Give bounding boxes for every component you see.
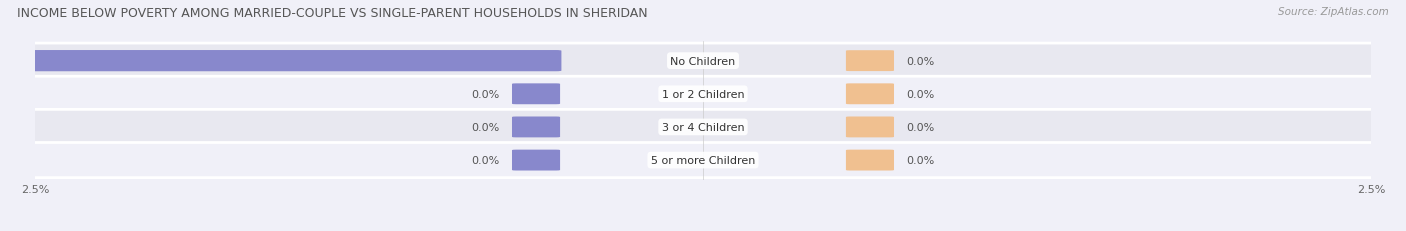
- Text: 0.0%: 0.0%: [905, 89, 934, 99]
- Text: 5 or more Children: 5 or more Children: [651, 155, 755, 165]
- FancyBboxPatch shape: [27, 77, 1379, 112]
- Text: INCOME BELOW POVERTY AMONG MARRIED-COUPLE VS SINGLE-PARENT HOUSEHOLDS IN SHERIDA: INCOME BELOW POVERTY AMONG MARRIED-COUPL…: [17, 7, 648, 20]
- FancyBboxPatch shape: [512, 84, 560, 105]
- Text: 0.0%: 0.0%: [472, 89, 501, 99]
- FancyBboxPatch shape: [846, 150, 894, 171]
- Text: 0.0%: 0.0%: [472, 122, 501, 132]
- FancyBboxPatch shape: [27, 44, 1379, 79]
- FancyBboxPatch shape: [512, 150, 560, 171]
- FancyBboxPatch shape: [0, 51, 561, 72]
- FancyBboxPatch shape: [846, 84, 894, 105]
- Text: 0.0%: 0.0%: [472, 155, 501, 165]
- FancyBboxPatch shape: [512, 117, 560, 138]
- Text: 0.0%: 0.0%: [905, 56, 934, 66]
- Text: 0.0%: 0.0%: [905, 155, 934, 165]
- Text: 0.0%: 0.0%: [905, 122, 934, 132]
- FancyBboxPatch shape: [846, 51, 894, 72]
- FancyBboxPatch shape: [27, 110, 1379, 145]
- Text: 3 or 4 Children: 3 or 4 Children: [662, 122, 744, 132]
- Text: Source: ZipAtlas.com: Source: ZipAtlas.com: [1278, 7, 1389, 17]
- Text: 1 or 2 Children: 1 or 2 Children: [662, 89, 744, 99]
- FancyBboxPatch shape: [27, 143, 1379, 178]
- FancyBboxPatch shape: [846, 117, 894, 138]
- Text: No Children: No Children: [671, 56, 735, 66]
